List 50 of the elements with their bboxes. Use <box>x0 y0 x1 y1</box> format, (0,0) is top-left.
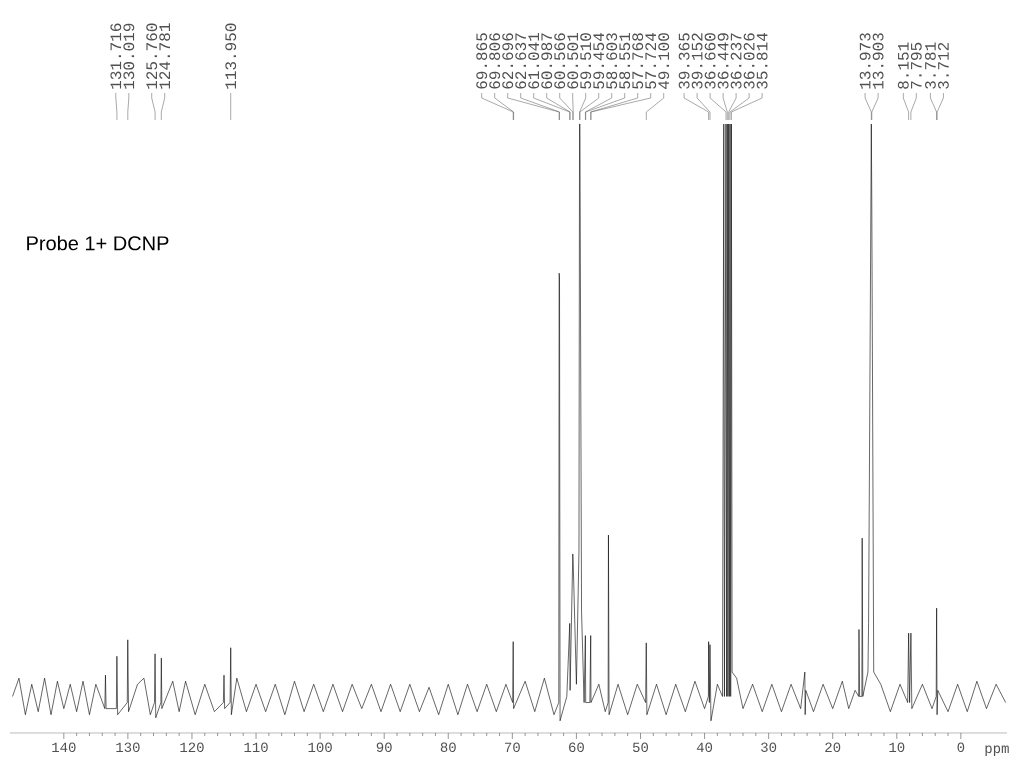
annotation: 57.768 <box>632 33 644 89</box>
annotation: 36.026 <box>743 33 755 89</box>
annotation: 39.365 <box>678 33 690 89</box>
annotation: 69.865 <box>476 33 488 89</box>
x-tick-label: 130 <box>116 742 140 753</box>
annotation: 3.712 <box>937 42 949 89</box>
annotation: 36.237 <box>730 33 742 89</box>
annotation: 58.551 <box>619 32 631 89</box>
x-tick-label: 20 <box>825 742 841 753</box>
annotation: 59.454 <box>593 33 605 89</box>
x-tick-label: 50 <box>632 742 649 753</box>
x-tick-label: 110 <box>244 742 268 753</box>
annotation: 131.716 <box>110 23 122 89</box>
annotation: 130.019 <box>123 23 135 89</box>
annotation: 39.152 <box>691 33 703 89</box>
x-tick-label: 40 <box>696 742 713 753</box>
x-tick-label: 120 <box>180 742 204 753</box>
x-tick-label: 70 <box>505 742 520 753</box>
annotation: 60.987 <box>541 33 553 89</box>
annotation: 59.510 <box>580 33 592 89</box>
x-tick-label: 60 <box>569 742 584 753</box>
x-tick-label: 80 <box>440 742 456 753</box>
annotation: 7.795 <box>910 42 922 89</box>
annotation: 36.449 <box>717 33 729 89</box>
annotation: 49.100 <box>658 33 670 89</box>
annotation: 61.041 <box>528 32 540 89</box>
annotation: 13.903 <box>872 33 884 89</box>
annotation: 60.566 <box>554 33 566 89</box>
annotation: 125.760 <box>146 23 158 89</box>
annotation: 62.696 <box>502 33 514 89</box>
annotation: 36.660 <box>704 33 716 89</box>
x-axis-title: ppm <box>985 745 1009 756</box>
annotation: 113.950 <box>225 23 237 89</box>
annotation: 69.806 <box>489 33 501 89</box>
x-tick-label: 0 <box>957 742 965 753</box>
x-tick-label: 100 <box>308 742 332 753</box>
annotation: 35.814 <box>756 33 768 89</box>
x-tick-label: 30 <box>761 742 777 753</box>
annotation: 8.151 <box>897 42 909 89</box>
x-tick-label: 140 <box>52 742 76 753</box>
annotation: 58.603 <box>606 33 618 89</box>
x-tick-label: 10 <box>889 742 905 753</box>
annotation: 13.973 <box>859 33 871 89</box>
annotation: 57.724 <box>645 33 657 89</box>
x-tick-label: 90 <box>376 742 392 753</box>
annotation: 3.781 <box>924 42 936 89</box>
annotation: 124.781 <box>159 23 171 89</box>
annotation: 60.501 <box>567 32 579 89</box>
annotation: 62.637 <box>515 33 527 89</box>
annotation: Probe 1+ DCNP <box>27 235 169 251</box>
